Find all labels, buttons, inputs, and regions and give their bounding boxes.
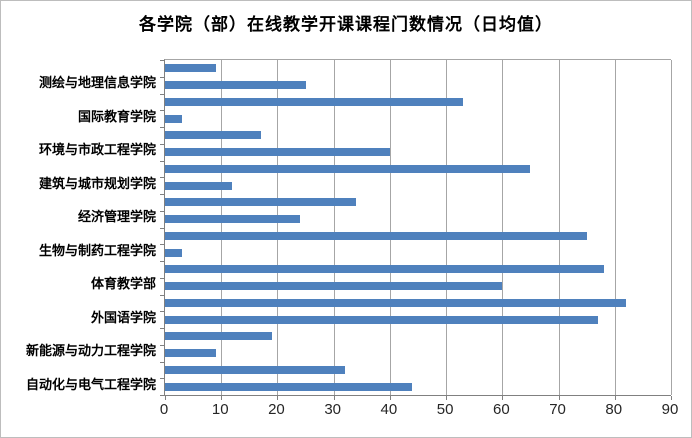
x-axis-label-0: 0 (159, 401, 169, 418)
x-tick-30 (333, 396, 335, 400)
y-tick (160, 60, 165, 61)
y-tick (160, 395, 165, 396)
bar-row-2 (165, 81, 306, 89)
x-axis-label-90: 90 (661, 401, 679, 418)
y-tick (160, 228, 165, 229)
plot-area (160, 59, 672, 400)
gridline-x-90 (671, 60, 672, 395)
gridline-x-30 (333, 60, 335, 395)
gridline-x-60 (502, 60, 504, 395)
bar-row-14 (165, 282, 502, 290)
y-axis-label-14: 体育教学部 (90, 277, 156, 292)
y-tick (160, 177, 165, 178)
bar-row-18 (165, 349, 216, 357)
x-tick-90 (671, 396, 672, 400)
gridline-x-20 (277, 60, 279, 395)
x-axis-label-50: 50 (436, 401, 454, 418)
bar-row-16 (165, 316, 598, 324)
y-axis-label-12: 生物与制药工程学院 (38, 244, 156, 259)
gridline-x-80 (614, 60, 616, 395)
chart-title: 各学院（部）在线教学开课课程门数情况（日均值） (139, 15, 553, 35)
y-tick (160, 362, 165, 363)
y-tick (160, 311, 165, 312)
gridline-x-50 (446, 60, 448, 395)
y-tick (160, 278, 165, 279)
x-axis-label-20: 20 (268, 401, 285, 418)
y-axis-label-8: 建筑与城市规划学院 (38, 177, 156, 192)
y-axis-label-16: 外国语学院 (90, 311, 156, 326)
y-tick (160, 194, 165, 195)
y-axis-label-18: 新能源与动力工程学院 (25, 344, 156, 359)
y-tick (160, 127, 165, 128)
x-tick-70 (558, 396, 560, 400)
x-axis-label-60: 60 (492, 401, 510, 418)
y-axis-label-20: 自动化与电气工程学院 (25, 378, 156, 393)
bar-row-5 (165, 131, 261, 139)
x-tick-60 (502, 396, 504, 400)
bar-row-6 (165, 148, 390, 156)
bar-row-8 (165, 182, 232, 190)
y-axis-label-6: 环境与市政工程学院 (38, 143, 156, 158)
bar-row-7 (165, 165, 530, 173)
y-tick (160, 328, 165, 329)
x-tick-20 (277, 396, 279, 400)
bar-row-9 (165, 198, 356, 206)
x-axis-label-70: 70 (549, 401, 566, 418)
y-tick (160, 161, 165, 162)
bar-row-1 (165, 64, 216, 72)
bar-row-13 (165, 265, 604, 273)
bar-row-10 (165, 215, 300, 223)
x-tick-10 (221, 396, 223, 400)
x-tick-0 (165, 396, 166, 400)
y-tick (160, 211, 165, 212)
x-tick-50 (446, 396, 448, 400)
x-tick-40 (389, 396, 391, 400)
bar-row-15 (165, 299, 626, 307)
x-axis-label-40: 40 (380, 401, 398, 418)
y-axis-label-10: 经济管理学院 (77, 210, 156, 225)
gridline-x-40 (389, 60, 391, 395)
y-tick (160, 345, 165, 346)
y-tick (160, 295, 165, 296)
y-axis-labels: 测绘与地理信息学院国际教育学院环境与市政工程学院 建筑与城市规划学院经济管理学院生… (1, 59, 156, 396)
y-tick (160, 94, 165, 95)
bar-row-12 (165, 249, 182, 257)
y-tick (160, 110, 165, 111)
y-tick (160, 144, 165, 145)
y-tick (160, 244, 165, 245)
gridline-x-70 (558, 60, 560, 395)
x-axis-label-10: 10 (211, 401, 229, 418)
x-axis-label-80: 80 (605, 401, 623, 418)
bar-row-4 (165, 115, 182, 123)
y-axis-label-2: 测绘与地理信息学院 (38, 76, 156, 91)
x-axis-labels: 0 10 20 30 40 50 60 70 80 90 (160, 401, 679, 423)
x-tick-80 (614, 396, 616, 400)
y-tick (160, 378, 165, 379)
y-tick (160, 261, 165, 262)
gridline-x-10 (221, 60, 223, 395)
bar-row-17 (165, 332, 272, 340)
bar-row-20 (165, 383, 412, 391)
bar-row-11 (165, 232, 587, 240)
y-tick (160, 77, 165, 78)
x-axis-label-30: 30 (324, 401, 341, 418)
bar-row-3 (165, 98, 463, 106)
y-axis-label-4: 国际教育学院 (77, 110, 156, 125)
bar-row-19 (165, 366, 345, 374)
